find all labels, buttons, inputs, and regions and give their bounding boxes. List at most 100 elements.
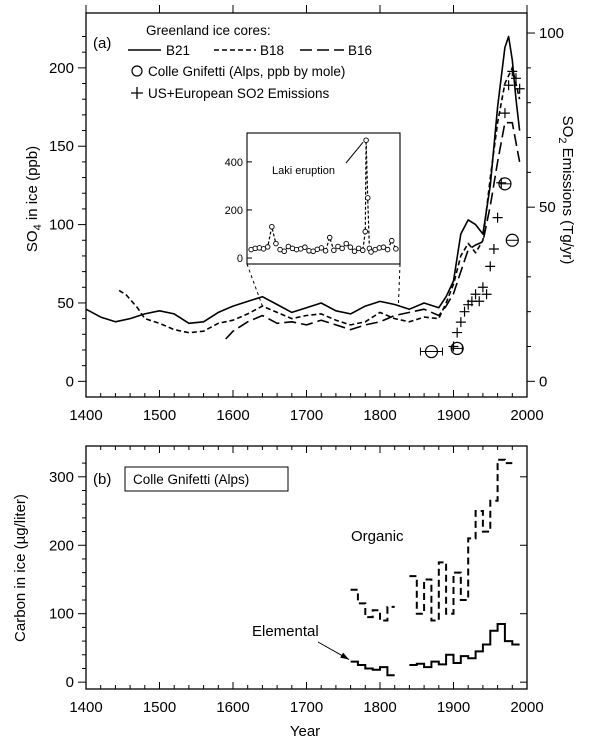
series-label-organic: Organic [351,528,404,545]
legend-swatch-emissions [131,87,143,99]
panel-b-title-box [124,466,289,492]
x-tick-label-b: 1700 [290,699,323,716]
alps-point [424,344,439,359]
panel-a-label: (a) [93,35,111,52]
x-tick-label-a: 1400 [69,407,102,424]
legend-label-emissions: US+European SO2 Emissions [148,86,329,101]
emissions-point [507,66,518,77]
emissions-point [448,341,459,352]
y-tick-label-a: 200 [49,60,74,77]
inset-connector-left [246,263,263,307]
inset-annotation-arrow [345,141,364,164]
emissions-point [488,243,499,254]
inset-point [326,234,333,241]
series-line-b18 [118,67,521,334]
emissions-point [455,317,466,328]
series-label-elemental: Elemental [252,623,319,640]
emissions-point [496,177,507,188]
emissions-point [499,108,510,119]
y2-tick-label-a: 100 [539,25,564,42]
inset-point [363,137,369,143]
inset-point [318,245,325,251]
x-tick-label-a: 1600 [216,407,249,424]
inset-y-tick-label: 200 [225,205,243,217]
inset-point [302,244,308,250]
panel-b-title: Colle Gnifetti (Alps) [133,472,249,487]
x-tick-label-a: 1800 [363,407,396,424]
series-step-organic [409,458,513,622]
y2-tick-label-a: 0 [539,373,547,390]
inset-connector-right [397,263,401,307]
legend-label-b16: B16 [348,43,372,58]
x-tick-label-a: 1700 [290,407,323,424]
panel-b-label: (b) [93,471,111,488]
y-tick-label-a: 0 [66,373,74,390]
inset-point [351,248,358,255]
inset-point [364,195,371,201]
emissions-point [481,289,492,300]
legend-title: Greenland ice cores: [146,23,271,38]
emissions-point [474,296,485,307]
inset-point [384,246,391,253]
emissions-point [452,327,463,338]
y2-axis-label-a: SO2 Emissions (Tg/yr) [556,116,576,265]
inset-point [393,246,399,252]
x-tick-label-b: 1400 [69,699,102,716]
inset-point [269,223,275,230]
x-tick-label-b: 1600 [216,699,249,716]
x-tick-label-a: 1500 [143,407,176,424]
emissions-point [477,282,488,293]
emissions-point [503,80,514,91]
legend-label-alps: Colle Gnifetti (Alps, ppb by mole) [148,64,345,79]
inset-point [264,244,271,250]
inset-point [343,240,349,247]
inset-point [281,248,287,255]
y-tick-label-b: 300 [49,469,74,486]
panel-a: 1400 1500 1600 1700 1800 1900 2000050100150200… [49,5,564,424]
inset-point [273,240,279,247]
emissions-point [470,289,481,300]
inset-point [339,245,345,252]
series-line-b16 [225,121,521,340]
series-step-elemental [409,623,520,669]
emissions-point [485,261,496,272]
inset-frame [246,132,401,265]
y-tick-label-b: 0 [66,674,74,691]
inset-point [322,248,329,254]
panel-b: 1400 1500 1600 1700 1800 1900 2000 0 100 200 300 [49,445,544,716]
x-tick-label-b: 1900 [437,699,470,716]
x-tick-label-b: 2000 [510,699,543,716]
legend-swatch-alps [131,65,143,77]
inset-point [388,237,395,244]
inset-point [368,249,374,255]
y-tick-label-a: 100 [49,217,74,234]
alps-point [450,341,464,356]
inset-point [380,244,387,250]
y-axis-label-b: Carbon in ice (µg/liter) [12,494,29,642]
y2-tick-label-a: 50 [539,199,556,216]
emissions-point [492,212,503,223]
inset-point [331,247,337,254]
y-tick-label-a: 150 [49,138,74,155]
legend-bg [136,22,431,104]
inset-annotation-laki: Laki eruption [272,165,335,177]
inset-point [362,228,369,235]
emissions-point [510,73,521,84]
inset-point [360,247,366,254]
x-tick-label-b: 1800 [363,699,396,716]
series-step-organic [350,588,395,622]
inset-y-tick-label: 0 [237,253,243,265]
inset-point [347,244,354,250]
legend-label-b21: B21 [166,43,190,58]
x-tick-label-a: 1900 [437,407,470,424]
emissions-point [459,306,470,317]
x-axis-label-b: Year [290,723,320,740]
elemental-arrowhead [340,652,350,660]
series-step-elemental [350,660,395,677]
legend-label-b18: B18 [260,43,284,58]
x-tick-label-a: 2000 [510,407,543,424]
y-tick-label-a: 50 [57,295,74,312]
y-axis-label-a: SO4 in ice (ppb) [24,146,44,252]
x-tick-label-b: 1500 [143,699,176,716]
